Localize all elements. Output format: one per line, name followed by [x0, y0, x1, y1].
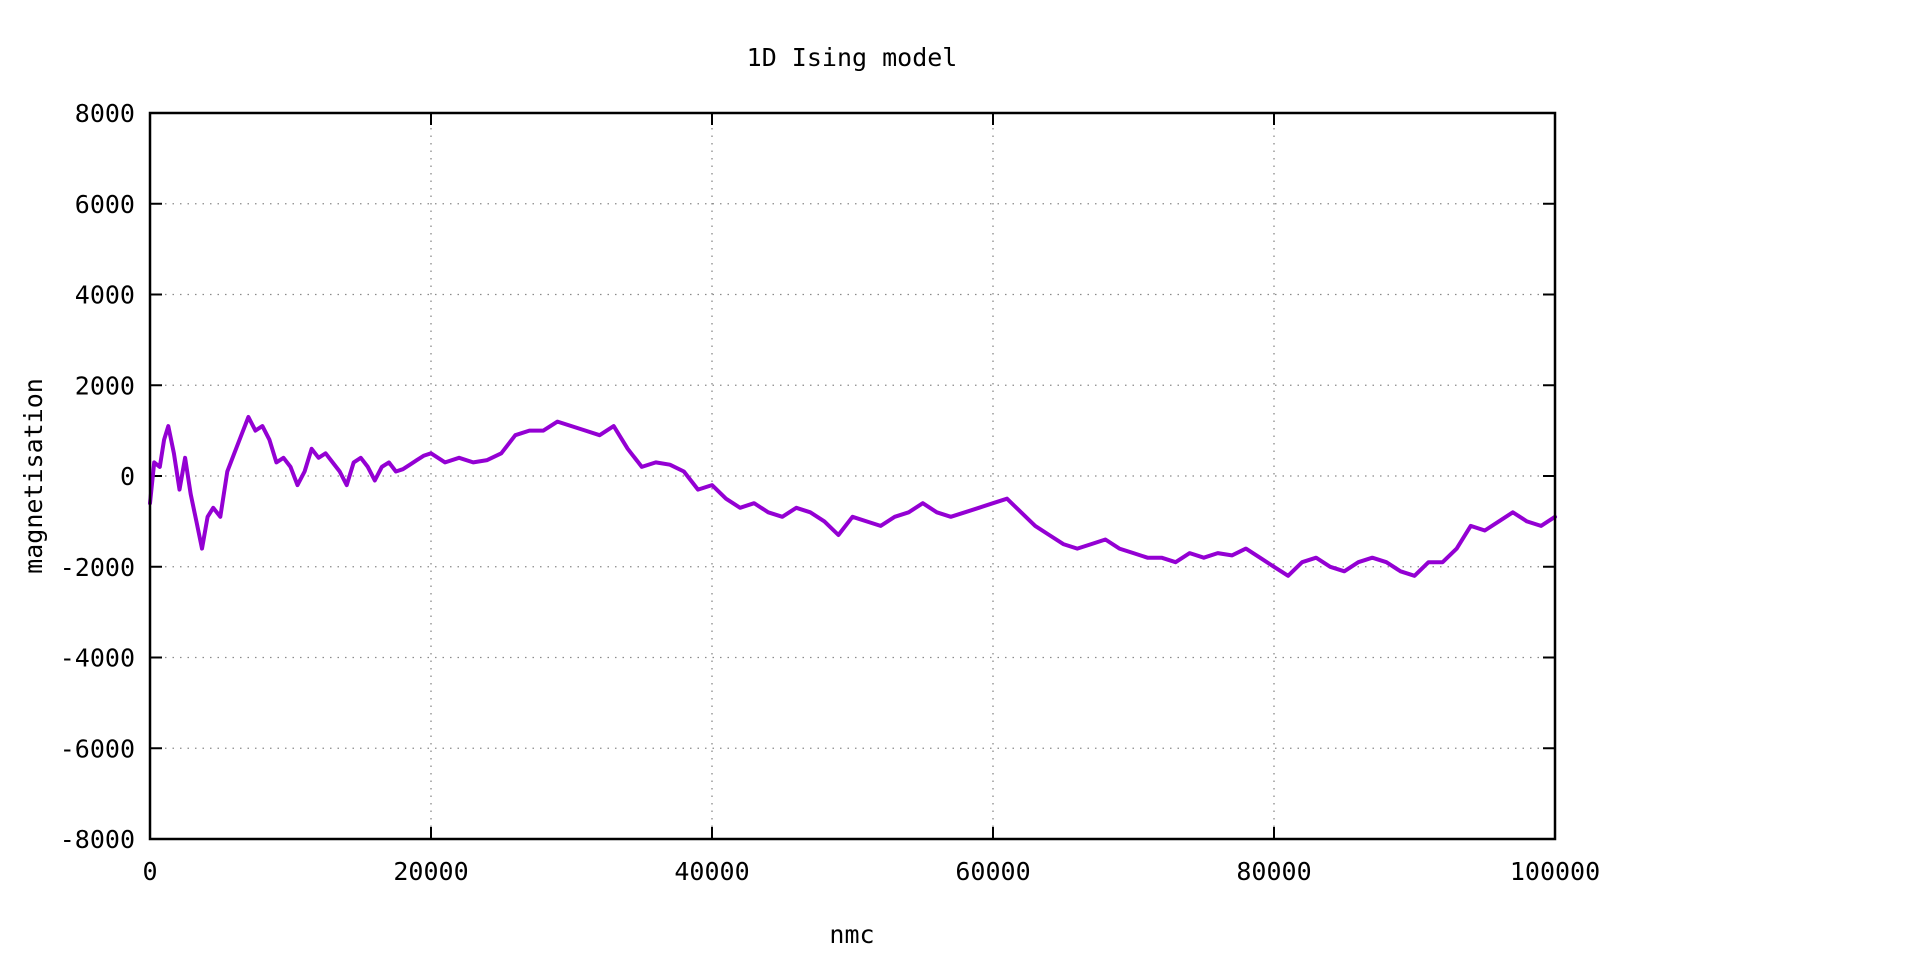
x-axis-title: nmc [829, 920, 874, 949]
grid-lines [150, 113, 1555, 839]
y-tick-label: 6000 [75, 190, 135, 219]
x-tick-label: 60000 [955, 857, 1030, 886]
tick-labels: 0 20000 40000 60000 80000 100000-8000-6000-40… [60, 99, 1600, 886]
chart-title: 1D Ising model [747, 43, 958, 72]
series-line-0 [148, 415, 1557, 578]
y-tick-label: -8000 [60, 825, 135, 854]
x-tick-label: 40000 [674, 857, 749, 886]
y-tick-label: -4000 [60, 644, 135, 673]
y-tick-label: -2000 [60, 553, 135, 582]
y-tick-label: 0 [120, 462, 135, 491]
y-tick-label: 4000 [75, 281, 135, 310]
plot-area [148, 415, 1557, 578]
plot-frame [148, 111, 1557, 841]
y-tick-label: 2000 [75, 371, 135, 400]
x-tick-label: 100000 [1510, 857, 1600, 886]
y-axis-title: magnetisation [19, 378, 48, 574]
x-tick-label: 0 [142, 857, 157, 886]
y-tick-label: -6000 [60, 734, 135, 763]
x-tick-label: 80000 [1236, 857, 1311, 886]
y-tick-label: 8000 [75, 99, 135, 128]
x-tick-label: 20000 [393, 857, 468, 886]
